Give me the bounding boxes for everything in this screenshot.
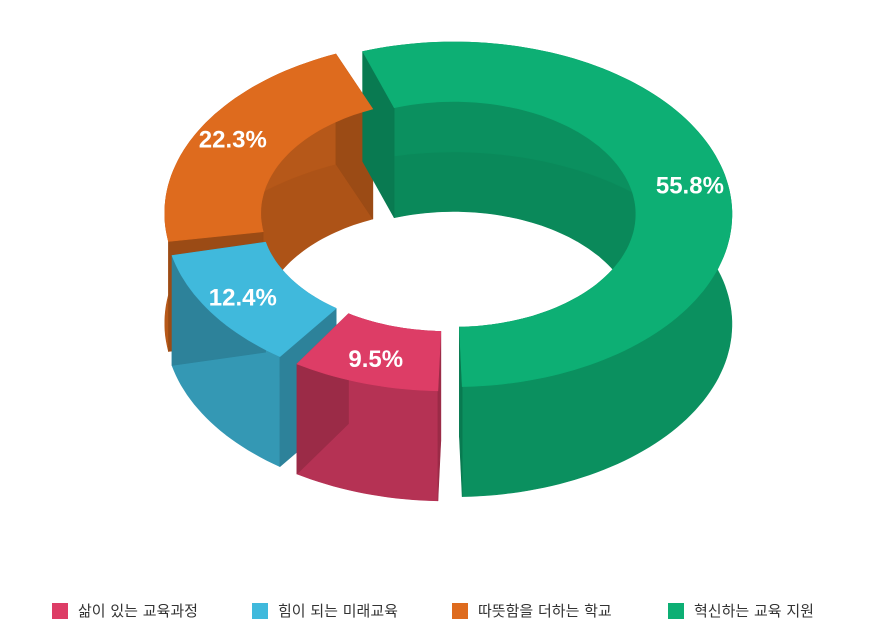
- slice-value-label-1: 9.5%: [348, 346, 403, 373]
- slice-top-2: [171, 241, 337, 357]
- legend-swatch-3: [452, 602, 468, 619]
- slice-top-3: [164, 53, 374, 242]
- slice-value-label-3: 22.3%: [199, 126, 267, 153]
- slice-labels: 9.5% 12.4% 22.3% 55.8%: [199, 126, 724, 373]
- legend-swatch-1: [52, 602, 68, 619]
- slice-top-1: [296, 313, 442, 392]
- slice-tops: [164, 41, 733, 392]
- legend: 삶이 있는 교육과정 힘이 되는 미래교육 따뜻함을 더하는 학교 혁신하는 교…: [0, 600, 874, 626]
- legend-label-3: 따뜻함을 더하는 학교: [478, 602, 612, 620]
- slice-top-4: [362, 41, 733, 387]
- slice-value-label-4: 55.8%: [656, 173, 724, 200]
- legend-label-2: 힘이 되는 미래교육: [278, 602, 398, 620]
- legend-item-1[interactable]: 삶이 있는 교육과정: [52, 600, 198, 621]
- legend-swatch-4: [668, 602, 684, 619]
- legend-item-4[interactable]: 혁신하는 교육 지원: [668, 600, 814, 621]
- slice-value-label-2: 12.4%: [209, 284, 277, 311]
- legend-item-3[interactable]: 따뜻함을 더하는 학교: [452, 600, 612, 621]
- legend-item-2[interactable]: 힘이 되는 미래교육: [252, 600, 398, 621]
- legend-swatch-2: [252, 602, 268, 619]
- legend-label-1: 삶이 있는 교육과정: [78, 602, 198, 620]
- legend-label-4: 혁신하는 교육 지원: [694, 602, 814, 620]
